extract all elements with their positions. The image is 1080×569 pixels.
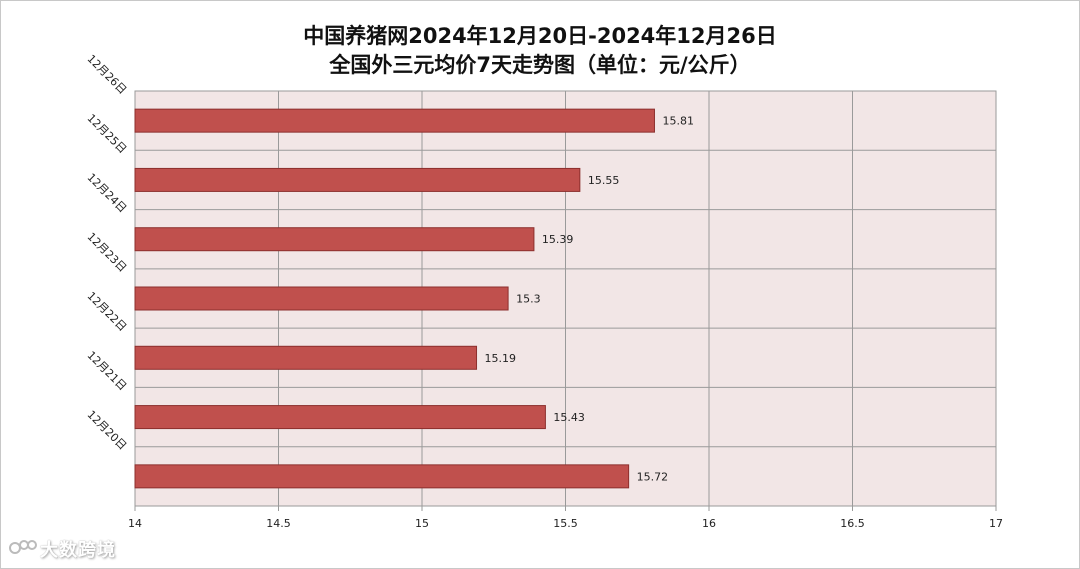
x-tick-label: 15: [415, 517, 429, 530]
watermark-logo-icon: [9, 540, 37, 554]
y-category-label: 12月25日: [85, 112, 130, 157]
bar-value-label: 15.19: [485, 352, 517, 365]
y-category-label: 12月21日: [85, 349, 130, 394]
x-tick-label: 15.5: [553, 517, 578, 530]
bar-value-label: 15.81: [662, 115, 694, 128]
bar-value-label: 15.72: [637, 470, 669, 483]
bar-value-label: 15.39: [542, 233, 574, 246]
bar: [134, 108, 655, 133]
y-category-label: 12月20日: [85, 408, 130, 453]
bar: [134, 227, 535, 252]
chart-subtitle: 全国外三元均价7天走势图（单位：元/公斤）: [329, 53, 751, 77]
watermark-text: 大数跨境: [40, 540, 116, 561]
y-category-label: 12月26日: [85, 52, 130, 97]
y-category-label: 12月22日: [85, 289, 130, 334]
bar-value-label: 15.55: [588, 174, 620, 187]
x-tick-label: 17: [989, 517, 1003, 530]
x-tick-label: 16.5: [840, 517, 865, 530]
bar: [134, 345, 478, 370]
bar-value-label: 15.43: [553, 411, 585, 424]
x-tick-label: 16: [702, 517, 716, 530]
bar: [134, 405, 546, 430]
chart-title: 中国养猪网2024年12月20日-2024年12月26日: [303, 24, 777, 48]
x-tick-label: 14: [128, 517, 142, 530]
y-category-label: 12月23日: [85, 230, 130, 275]
bar: [134, 167, 581, 192]
x-tick-label: 14.5: [266, 517, 291, 530]
bar: [134, 464, 630, 489]
bar-value-label: 15.3: [516, 293, 541, 306]
y-category-label: 12月24日: [85, 171, 130, 216]
bar: [134, 286, 509, 311]
